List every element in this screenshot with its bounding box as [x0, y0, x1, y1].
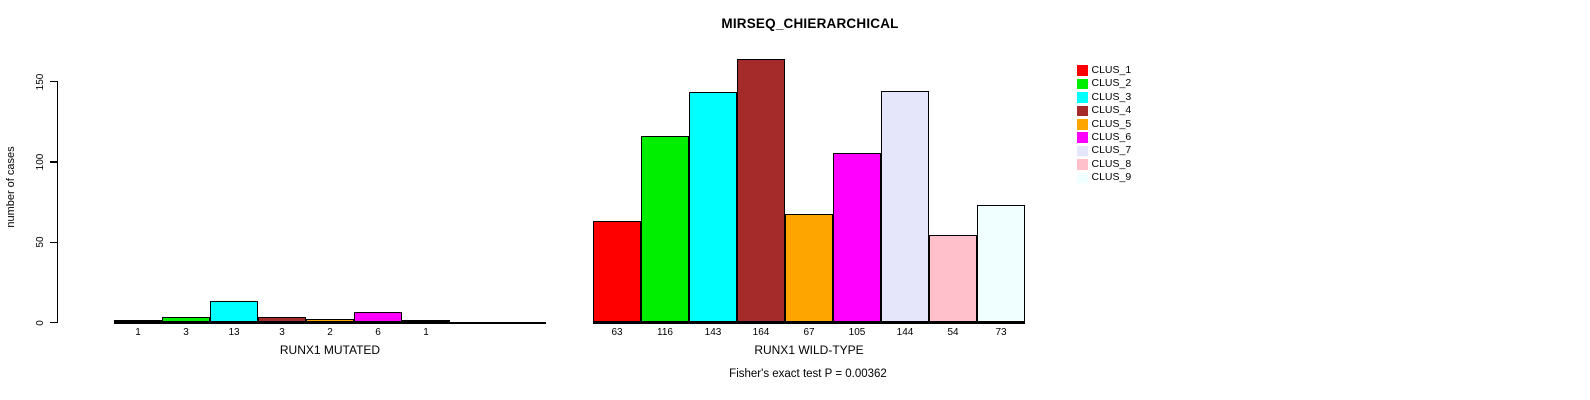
legend-row: CLUS_7 — [1077, 144, 1131, 157]
legend-row: CLUS_1 — [1077, 64, 1131, 77]
legend-label: CLUS_8 — [1091, 157, 1132, 170]
bar-clus_6 — [833, 153, 881, 322]
bar-clus_9 — [977, 205, 1025, 322]
bar-clus_6 — [354, 312, 402, 322]
y-axis-tick-label: 0 — [34, 319, 46, 326]
bar-value-label: 3 — [279, 327, 285, 338]
y-axis-title: number of cases — [5, 146, 17, 228]
legend-color-swatch — [1077, 132, 1088, 143]
legend-label: CLUS_1 — [1091, 64, 1132, 76]
bar-value-label: 54 — [947, 327, 959, 338]
legend-color-swatch — [1077, 105, 1088, 117]
bar-value-label: 13 — [228, 327, 240, 338]
bar-value-label: 2 — [327, 327, 333, 338]
legend-color-swatch — [1077, 78, 1088, 90]
bar-value-label: 164 — [752, 327, 770, 338]
bar-clus_3 — [210, 301, 258, 322]
bar-clus_4 — [737, 59, 785, 322]
legend-label: CLUS_7 — [1091, 144, 1132, 157]
legend-color-swatch — [1077, 119, 1088, 130]
bar-clus_1 — [593, 221, 641, 322]
x-axis-baseline — [114, 322, 546, 324]
y-axis-tick — [50, 81, 57, 83]
legend-row: CLUS_3 — [1077, 91, 1131, 104]
bar-value-label: 105 — [848, 327, 866, 338]
bar-clus_1 — [114, 320, 162, 322]
y-axis-tick — [50, 322, 57, 324]
legend-label: CLUS_4 — [1091, 104, 1132, 117]
legend-row: CLUS_9 — [1077, 171, 1131, 184]
legend-color-swatch — [1077, 159, 1088, 170]
legend-label: CLUS_3 — [1091, 90, 1132, 103]
bar-value-label: 3 — [183, 327, 189, 338]
legend-label: CLUS_5 — [1091, 117, 1132, 130]
bar-clus_2 — [641, 136, 689, 322]
bar-value-label: 1 — [135, 327, 141, 338]
bar-value-label: 6 — [375, 327, 381, 338]
bar-clus_4 — [258, 317, 306, 322]
y-axis-tick — [50, 241, 57, 244]
legend-label: CLUS_2 — [1091, 77, 1132, 90]
bar-clus_7 — [402, 320, 450, 322]
y-axis-tick-label: 100 — [34, 153, 46, 171]
x-axis-group-label: RUNX1 MUTATED — [279, 343, 381, 357]
bar-clus_3 — [689, 92, 737, 322]
legend-color-swatch — [1077, 65, 1088, 76]
bar-clus_5 — [785, 214, 833, 322]
bar-value-label: 67 — [803, 327, 815, 338]
legend-row: CLUS_6 — [1077, 131, 1131, 144]
y-axis-tick — [50, 161, 57, 163]
chart-title: MIRSEQ_CHIERARCHICAL — [721, 16, 899, 31]
y-axis-line — [57, 81, 59, 324]
bar-clus_5 — [306, 319, 354, 322]
legend-color-swatch — [1077, 92, 1088, 103]
bar-clus_2 — [162, 317, 210, 322]
legend-color-swatch — [1077, 172, 1088, 184]
bar-clus_8 — [929, 235, 977, 322]
bar-value-label: 116 — [657, 327, 673, 338]
x-axis-group-label: RUNX1 WILD-TYPE — [754, 343, 864, 357]
legend-row: CLUS_8 — [1077, 158, 1131, 171]
legend-row: CLUS_5 — [1077, 118, 1131, 131]
bar-value-label: 63 — [611, 327, 623, 338]
legend: CLUS_1 CLUS_2 CLUS_3 CLUS_4 CLUS_5 CLUS_6 CLUS… — [1077, 64, 1131, 185]
bar-value-label: 144 — [896, 327, 914, 338]
fisher-test-annotation: Fisher's exact test P = 0.00362 — [729, 368, 887, 380]
y-axis-tick-label: 150 — [34, 73, 46, 91]
y-axis-tick-label: 50 — [34, 236, 46, 248]
bar-value-label: 143 — [704, 327, 722, 338]
legend-row: CLUS_4 — [1077, 104, 1131, 117]
bar-value-label: 73 — [995, 327, 1007, 338]
legend-color-swatch — [1077, 145, 1088, 157]
bar-clus_7 — [881, 91, 929, 322]
legend-label: CLUS_9 — [1091, 171, 1132, 184]
legend-label: CLUS_6 — [1091, 130, 1132, 143]
bar-value-label: 1 — [423, 327, 429, 338]
x-axis-baseline — [593, 322, 1025, 324]
legend-row: CLUS_2 — [1077, 77, 1131, 90]
